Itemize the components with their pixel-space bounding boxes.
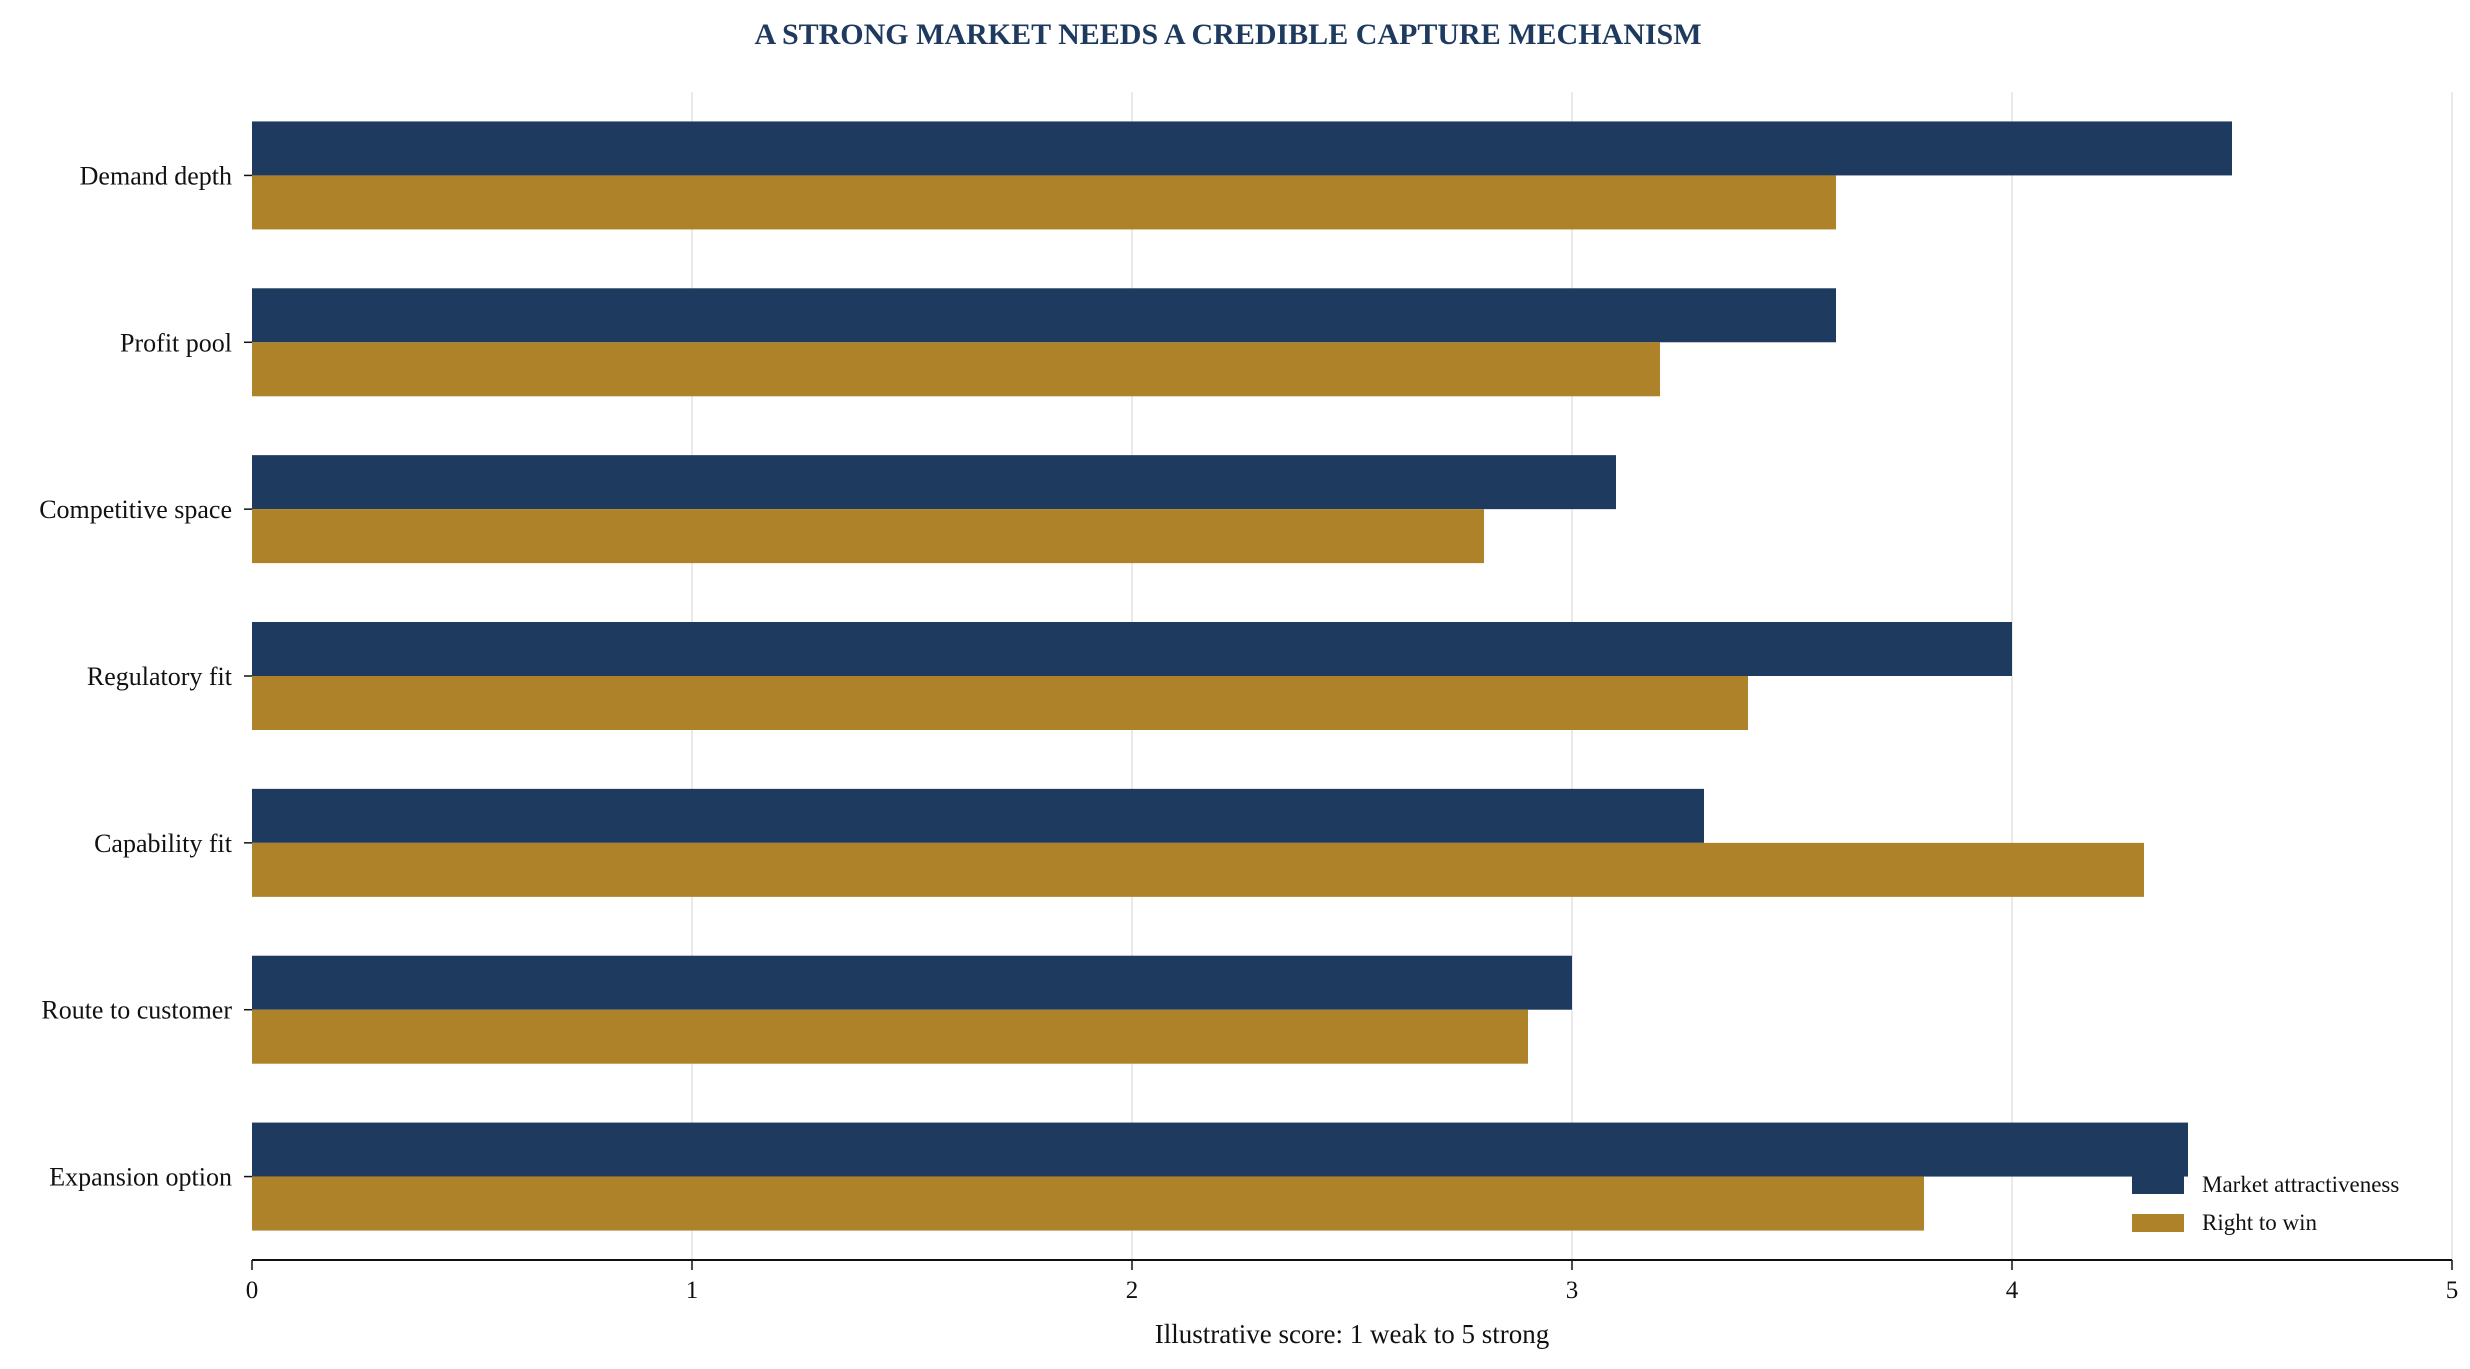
bar-right-to-win [252,342,1660,397]
bar-right-to-win [252,175,1836,230]
legend-swatch [2132,1214,2184,1232]
x-tick-label: 3 [1566,1277,1579,1304]
x-axis-label: Illustrative score: 1 weak to 5 strong [1155,1319,1549,1349]
bar-right-to-win [252,509,1484,564]
category-label: Route to customer [41,996,232,1025]
x-tick-label: 2 [1126,1277,1139,1304]
bar-right-to-win [252,842,2144,897]
legend-swatch [2132,1176,2184,1194]
bar-market-attractiveness [252,288,1836,343]
x-tick-label: 0 [246,1277,259,1304]
bar-right-to-win [252,1176,1924,1231]
category-label: Competitive space [39,495,232,524]
bar-market-attractiveness [252,121,2232,176]
category-label: Regulatory fit [87,662,233,691]
category-label: Expansion option [49,1163,232,1192]
category-label: Profit pool [120,328,232,357]
bar-market-attractiveness [252,622,2012,676]
bar-right-to-win [252,1009,1528,1064]
bar-market-attractiveness [252,955,1572,1010]
bars [252,121,2232,1231]
chart-title: A STRONG MARKET NEEDS A CREDIBLE CAPTURE… [754,18,1701,51]
legend: Market attractiveness Right to win [2132,1172,2399,1235]
x-tick-label: 4 [2006,1277,2019,1304]
category-label: Demand depth [80,161,232,190]
axes: Demand depth Profit pool Competitive space… [39,161,2458,1304]
legend-label: Market attractiveness [2202,1172,2399,1197]
legend-label: Right to win [2202,1210,2318,1235]
x-tick-label: 1 [686,1277,699,1304]
bar-market-attractiveness [252,455,1616,510]
x-tick-label: 5 [2446,1277,2459,1304]
bar-market-attractiveness [252,1122,2188,1177]
bar-right-to-win [252,676,1748,730]
bar-market-attractiveness [252,788,1704,843]
category-label: Capability fit [94,829,233,858]
